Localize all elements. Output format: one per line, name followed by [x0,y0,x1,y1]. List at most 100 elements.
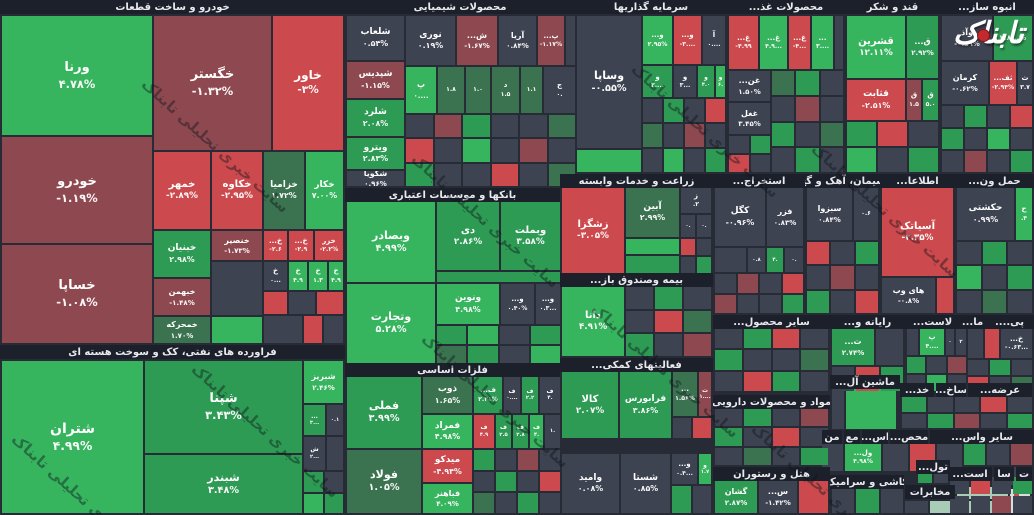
stock-tile[interactable]: غ... -۴... [789,16,810,69]
stock-tile[interactable]: ۱.۱ [521,67,542,113]
mini-stock-tile[interactable] [988,128,1009,150]
mini-stock-tile[interactable] [548,139,575,162]
mini-stock-tile[interactable] [981,413,1006,428]
stock-tile[interactable]: وبصادر ۴.۹۹% [347,202,435,282]
mini-stock-tile[interactable] [684,287,711,309]
mini-stock-tile[interactable] [942,106,963,127]
mini-stock-tile[interactable] [855,290,878,313]
mini-stock-tile[interactable] [1008,242,1032,265]
stock-tile[interactable]: خودرو -۱.۱۹% [2,137,152,243]
stock-tile[interactable]: شستا ۰.۸۵% [621,454,670,513]
stock-tile[interactable]: غ... -۴.۹۹ [729,16,758,69]
mini-stock-tile[interactable] [530,326,560,344]
mini-stock-tile[interactable] [907,357,926,373]
mini-stock-tile[interactable] [942,151,963,172]
stock-tile[interactable]: خ ۴.۹ [329,262,343,290]
stock-tile[interactable]: شلعاب ۰.۵۴% [347,16,404,60]
stock-tile[interactable]: فملی ۳.۹۹% [347,377,421,448]
mini-stock-tile[interactable] [697,257,711,273]
mini-stock-tile[interactable] [463,139,490,162]
stock-tile[interactable]: ول... ۴.۹۸% [845,444,881,471]
stock-tile[interactable]: ۲.۸...% [994,16,1032,60]
stock-tile[interactable]: ... ۳.... [812,16,833,69]
stock-tile[interactable]: ف ۲.۲ [522,377,538,413]
mini-stock-tile[interactable] [847,148,876,172]
mini-stock-tile[interactable] [706,99,725,122]
mini-stock-tile[interactable] [499,326,529,344]
mini-stock-tile[interactable] [684,334,711,356]
mini-stock-tile[interactable] [468,345,498,363]
stock-tile[interactable]: و ۳... [674,66,696,97]
stock-tile[interactable]: وتجارت ۵.۲۸% [347,284,435,363]
stock-tile[interactable]: و... ۰.۴۰% [501,284,534,324]
mini-stock-tile[interactable] [715,428,742,446]
stock-tile[interactable]: ف ۴. [540,377,560,413]
mini-stock-tile[interactable] [626,287,653,309]
stock-tile[interactable]: کرمان -۰.۶۲% [942,62,988,104]
stock-tile[interactable]: و... ۲.۹۵% [643,16,672,64]
stock-tile[interactable]: شلرد ۲.۰۸% [347,100,404,136]
stock-tile[interactable]: ح .۴ [1016,188,1032,240]
mini-stock-tile[interactable] [715,350,742,370]
stock-tile[interactable]: شبندر ۳.۴۸% [145,455,302,513]
mini-stock-tile[interactable] [992,496,1011,513]
mini-stock-tile[interactable] [1011,106,1032,127]
mini-stock-tile[interactable] [855,242,878,265]
mini-stock-tile[interactable] [760,294,781,313]
stock-tile[interactable]: ف ۴. [530,415,543,448]
mini-stock-tile[interactable] [878,122,907,146]
mini-stock-tile[interactable] [737,274,758,293]
mini-stock-tile[interactable] [743,428,771,446]
stock-tile[interactable]: خبنیان ۲.۹۸% [154,231,210,277]
mini-stock-tile[interactable] [927,357,946,373]
mini-stock-tile[interactable] [743,409,771,427]
stock-tile[interactable]: ق ۱.۵ [907,80,921,120]
mini-stock-tile[interactable] [909,122,938,146]
mini-stock-tile[interactable] [520,115,547,138]
stock-tile[interactable]: و... ۰.۳... [536,284,560,324]
mini-stock-tile[interactable] [878,148,907,172]
mini-stock-tile[interactable] [664,124,683,147]
stock-tile[interactable]: ۰ [946,329,954,355]
mini-stock-tile[interactable] [902,413,927,428]
mini-stock-tile[interactable] [406,163,433,186]
mini-stock-tile[interactable] [474,493,494,513]
mini-stock-tile[interactable] [540,493,560,513]
stock-tile[interactable]: دانا ۴.۹۱% [562,287,624,356]
stock-tile[interactable]: ۴. [767,248,783,272]
stock-tile[interactable]: خمحرکه ۱.۷۰% [154,317,210,343]
mini-stock-tile[interactable] [643,149,662,172]
mini-stock-tile[interactable] [655,334,682,356]
stock-tile[interactable]: دی ۲.۸۶% [437,202,499,270]
mini-stock-tile[interactable] [715,409,742,427]
mini-stock-tile[interactable] [807,242,830,265]
stock-tile[interactable]: ۰.۱ [327,405,343,435]
mini-stock-tile[interactable] [796,71,819,95]
stock-tile[interactable]: ق ۵.۰ [923,80,938,120]
mini-stock-tile[interactable] [772,96,795,121]
stock-tile[interactable]: د ۱.۵ [492,67,519,113]
mini-stock-tile[interactable] [463,163,490,186]
mini-stock-tile[interactable] [801,447,828,465]
stock-tile[interactable]: و ۶. [716,66,725,97]
stock-tile[interactable]: ۱.۸ [438,67,464,113]
mini-stock-tile[interactable] [796,122,819,147]
mini-stock-tile[interactable] [772,371,800,391]
stock-tile[interactable]: خاور -۳% [273,16,343,150]
mini-stock-tile[interactable] [905,501,928,513]
stock-tile[interactable]: خزر -۲.۲% [315,231,343,260]
mini-stock-tile[interactable] [750,136,770,153]
mini-stock-tile[interactable] [820,122,843,147]
mini-stock-tile[interactable] [406,139,433,162]
stock-tile[interactable]: شپدیس -۱.۱۵% [347,62,404,98]
mini-stock-tile[interactable] [820,96,843,121]
stock-tile[interactable]: شپنا ۳.۴۳% [145,361,302,453]
mini-stock-tile[interactable] [729,155,749,172]
stock-tile[interactable]: غ... ۴.۹... [760,16,787,69]
stock-tile[interactable]: ۱. [545,415,560,448]
stock-tile[interactable]: ش... -۱.۶۷% [457,16,497,65]
mini-stock-tile[interactable] [820,148,843,172]
stock-tile[interactable]: ویترو ۲.۸۳% [347,138,404,169]
mini-stock-tile[interactable] [801,350,828,370]
mini-stock-tile[interactable] [626,334,653,356]
